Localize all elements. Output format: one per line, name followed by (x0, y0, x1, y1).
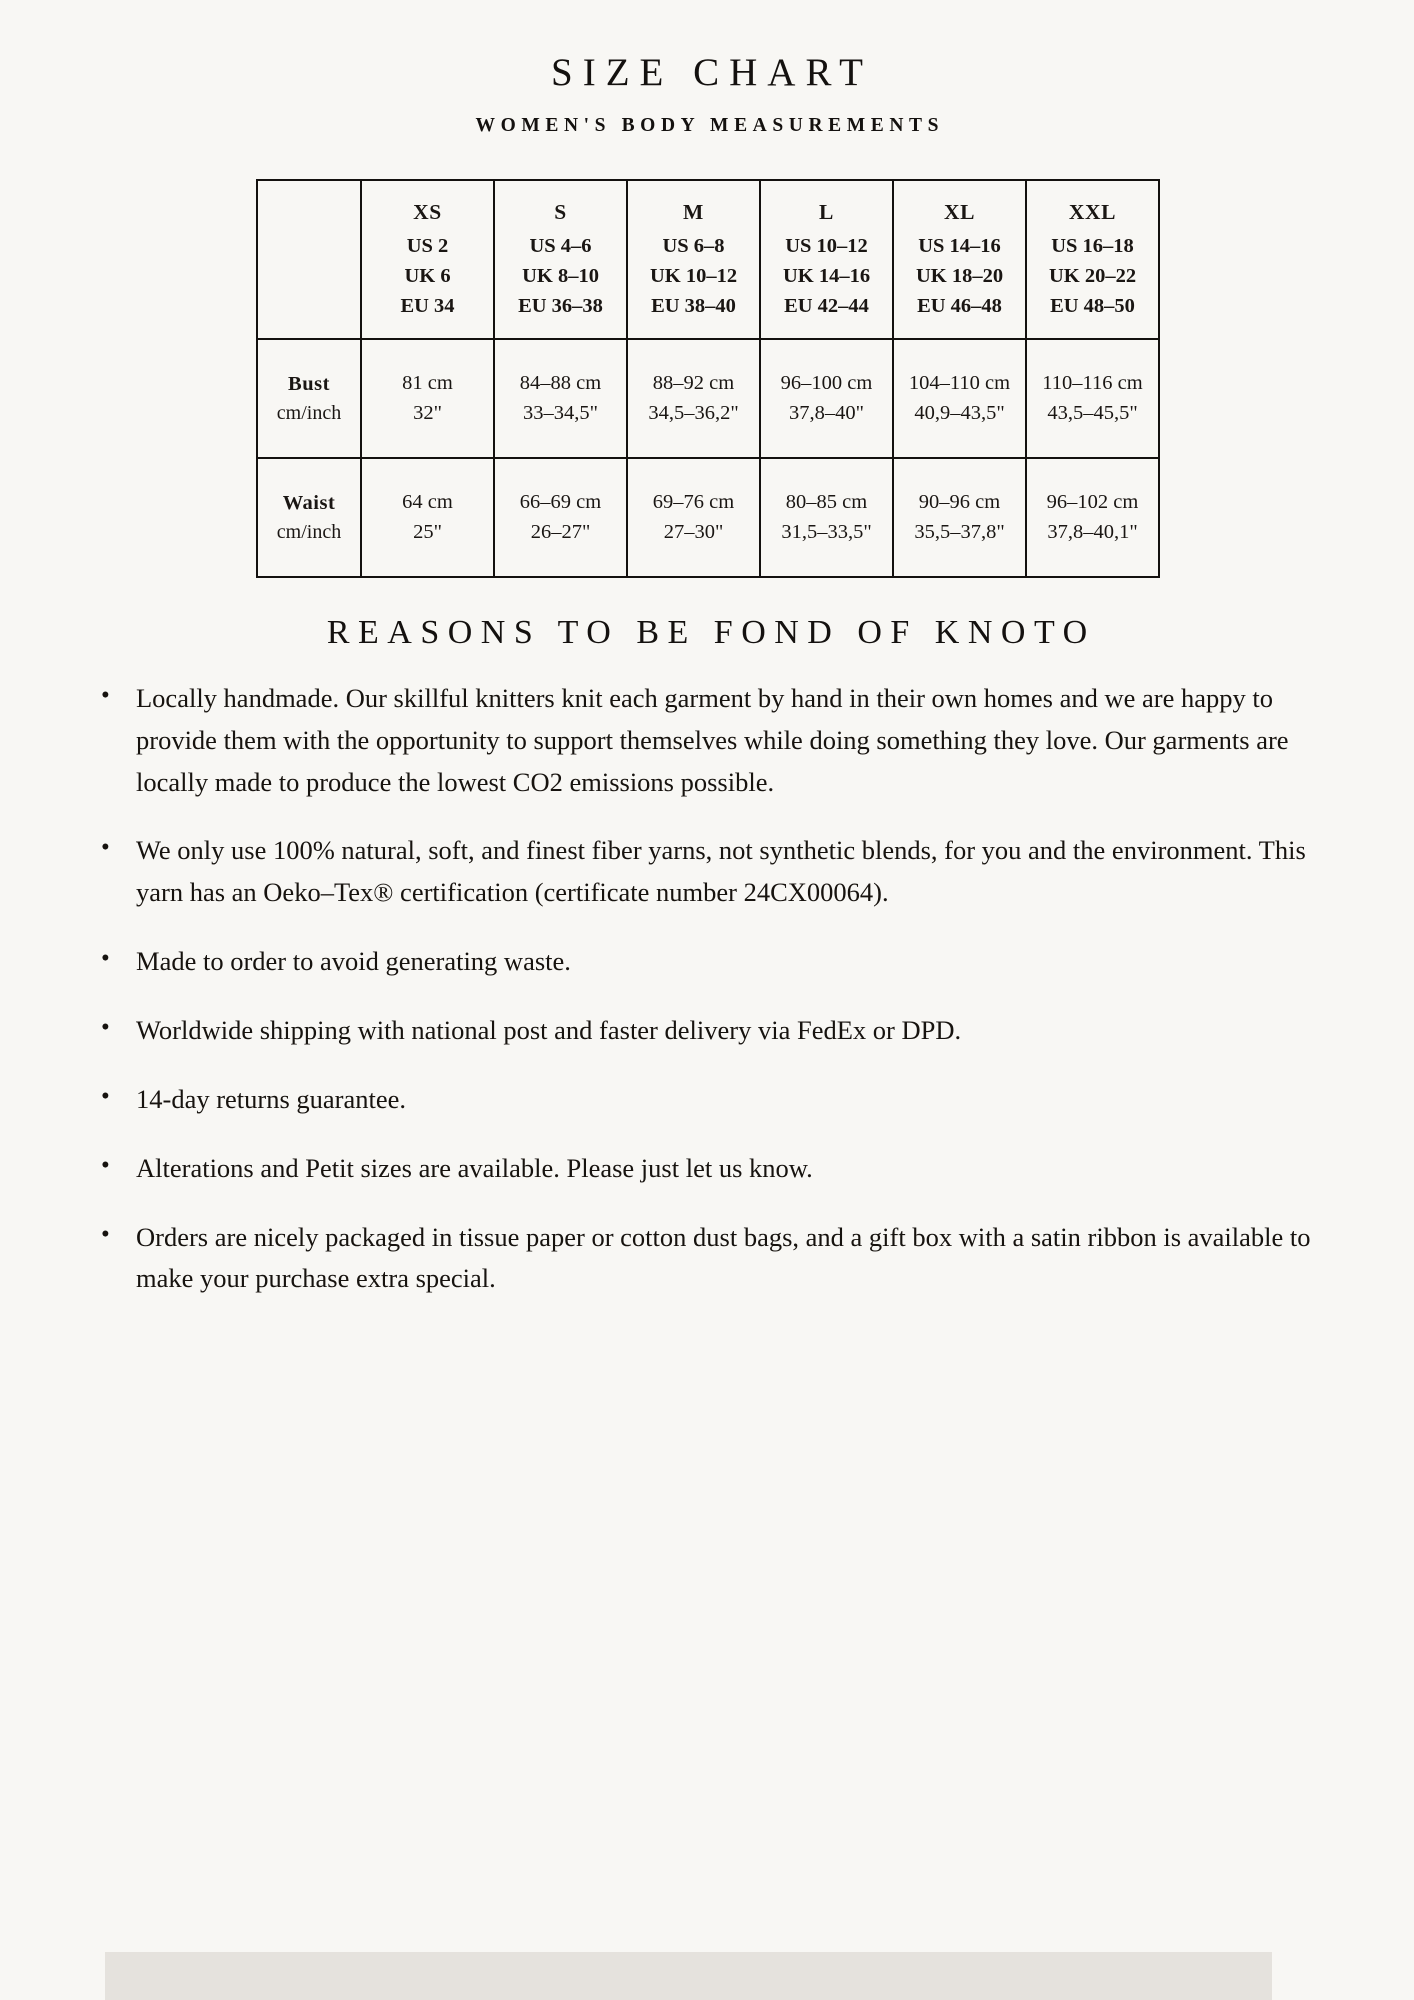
page-subtitle: WOMEN'S BODY MEASUREMENTS (475, 114, 945, 136)
value-inch: 33–34,5" (523, 402, 598, 425)
bust-value-xxl: 110–116 cm 43,5–45,5" (1025, 337, 1160, 459)
value-cm: 96–100 cm (780, 372, 873, 395)
list-item: We only use 100% natural, soft, and fine… (98, 828, 1318, 914)
waist-value-xl: 90–96 cm 35,5–37,8" (892, 456, 1027, 578)
size-uk-label: UK 18–20 (915, 265, 1004, 288)
waist-value-xxl: 96–102 cm 37,8–40,1" (1025, 456, 1160, 578)
size-column-m: M US 6–8 UK 10–12 EU 38–40 (626, 178, 761, 340)
value-inch: 40,9–43,5" (914, 402, 1005, 425)
measurement-unit: cm/inch (276, 520, 342, 543)
size-eu-label: EU 34 (400, 295, 455, 318)
measurement-name: Waist (282, 491, 336, 514)
row-header-waist: Waist cm/inch (256, 456, 362, 578)
value-cm: 96–102 cm (1046, 491, 1139, 514)
list-item: Made to order to avoid generating waste. (98, 939, 1318, 983)
size-column-s: S US 4–6 UK 8–10 EU 36–38 (493, 178, 628, 340)
value-inch: 31,5–33,5" (781, 521, 872, 544)
size-eu-label: EU 38–40 (651, 295, 736, 318)
waist-value-s: 66–69 cm 26–27" (493, 456, 628, 578)
size-column-xxl: XXL US 16–18 UK 20–22 EU 48–50 (1025, 178, 1160, 340)
size-uk-label: UK 10–12 (649, 265, 738, 288)
value-cm: 80–85 cm (785, 491, 868, 514)
bottom-panel-bar (105, 1952, 1272, 2000)
table-row: Bust cm/inch 81 cm 32" 84–88 cm 33–34,5"… (256, 337, 1160, 459)
size-us-label: US 6–8 (662, 235, 725, 257)
size-code-label: XS (413, 200, 442, 225)
list-item: Alterations and Petit sizes are availabl… (98, 1146, 1318, 1190)
value-cm: 90–96 cm (918, 491, 1001, 514)
size-column-xl: XL US 14–16 UK 18–20 EU 46–48 (892, 178, 1027, 340)
size-uk-label: UK 8–10 (522, 265, 599, 288)
measurement-unit: cm/inch (276, 401, 342, 424)
size-code-label: XXL (1068, 200, 1117, 225)
size-eu-label: EU 42–44 (784, 295, 869, 318)
row-header-bust: Bust cm/inch (256, 337, 362, 459)
size-us-label: US 16–18 (1051, 235, 1134, 257)
bust-value-l: 96–100 cm 37,8–40" (759, 337, 894, 459)
size-column-l: L US 10–12 UK 14–16 EU 42–44 (759, 178, 894, 340)
size-eu-label: EU 48–50 (1050, 295, 1135, 318)
size-eu-label: EU 36–38 (518, 295, 603, 318)
page-title: SIZE CHART (551, 51, 873, 94)
size-eu-label: EU 46–48 (917, 295, 1002, 318)
value-inch: 32" (413, 402, 442, 425)
measurement-name: Bust (288, 372, 330, 395)
value-cm: 81 cm (402, 372, 453, 395)
value-inch: 25" (413, 521, 442, 544)
value-inch: 34,5–36,2" (648, 402, 739, 425)
value-cm: 84–88 cm (519, 372, 602, 395)
value-cm: 88–92 cm (652, 372, 735, 395)
value-inch: 37,8–40,1" (1047, 521, 1138, 544)
bust-value-s: 84–88 cm 33–34,5" (493, 337, 628, 459)
value-cm: 69–76 cm (652, 491, 735, 514)
value-cm: 104–110 cm (908, 372, 1011, 395)
size-chart-table: XS US 2 UK 6 EU 34 S US 4–6 UK 8–10 EU 3… (256, 178, 1160, 578)
value-cm: 64 cm (402, 491, 453, 514)
size-code-label: M (683, 200, 704, 225)
value-inch: 37,8–40" (789, 402, 864, 425)
size-column-xs: XS US 2 UK 6 EU 34 (360, 178, 495, 340)
size-code-label: S (554, 200, 567, 225)
size-chart-table-container: XS US 2 UK 6 EU 34 S US 4–6 UK 8–10 EU 3… (256, 178, 1160, 578)
size-uk-label: UK 14–16 (782, 265, 871, 288)
reasons-list: Locally handmade. Our skillful knitters … (0, 676, 1414, 1301)
list-item: 14-day returns guarantee. (98, 1077, 1318, 1121)
reasons-heading: REASONS TO BE FOND OF KNOTO (326, 613, 1096, 651)
page-header: SIZE CHART WOMEN'S BODY MEASUREMENTS (0, 0, 1414, 137)
value-inch: 27–30" (663, 521, 724, 544)
list-item: Worldwide shipping with national post an… (98, 1008, 1318, 1052)
value-inch: 26–27" (530, 521, 591, 544)
value-cm: 110–116 cm (1042, 372, 1143, 395)
waist-value-l: 80–85 cm 31,5–33,5" (759, 456, 894, 578)
size-us-label: US 10–12 (785, 235, 868, 257)
bust-value-xl: 104–110 cm 40,9–43,5" (892, 337, 1027, 459)
waist-value-xs: 64 cm 25" (360, 456, 495, 578)
bust-value-xs: 81 cm 32" (360, 337, 495, 459)
value-inch: 43,5–45,5" (1047, 402, 1138, 425)
size-uk-label: UK 6 (404, 265, 451, 288)
size-table-body: Bust cm/inch 81 cm 32" 84–88 cm 33–34,5"… (256, 337, 1160, 578)
bust-value-m: 88–92 cm 34,5–36,2" (626, 337, 761, 459)
size-us-label: US 2 (406, 235, 449, 257)
value-cm: 66–69 cm (519, 491, 602, 514)
size-us-label: US 4–6 (529, 235, 592, 257)
size-code-label: XL (943, 200, 976, 225)
size-table-header: XS US 2 UK 6 EU 34 S US 4–6 UK 8–10 EU 3… (256, 178, 1160, 340)
value-inch: 35,5–37,8" (914, 521, 1005, 544)
size-us-label: US 14–16 (918, 235, 1001, 257)
table-row: Waist cm/inch 64 cm 25" 66–69 cm 26–27" … (256, 456, 1160, 578)
size-code-label: L (819, 200, 834, 225)
list-item: Locally handmade. Our skillful knitters … (98, 676, 1318, 804)
table-header-row: XS US 2 UK 6 EU 34 S US 4–6 UK 8–10 EU 3… (256, 178, 1160, 340)
list-item: Orders are nicely packaged in tissue pap… (98, 1215, 1318, 1301)
size-uk-label: UK 20–22 (1048, 265, 1137, 288)
table-corner-cell (256, 178, 362, 340)
waist-value-m: 69–76 cm 27–30" (626, 456, 761, 578)
